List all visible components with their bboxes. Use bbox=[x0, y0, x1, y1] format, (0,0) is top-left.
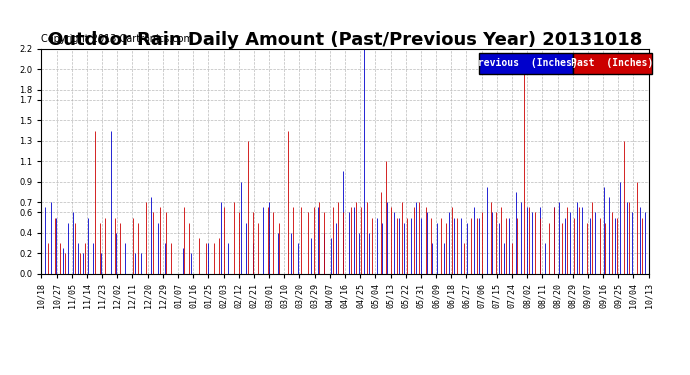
FancyBboxPatch shape bbox=[479, 53, 573, 74]
Text: Copyright 2013 Cartronics.com: Copyright 2013 Cartronics.com bbox=[41, 34, 193, 44]
Title: Outdoor Rain Daily Amount (Past/Previous Year) 20131018: Outdoor Rain Daily Amount (Past/Previous… bbox=[48, 31, 642, 49]
Text: Past  (Inches): Past (Inches) bbox=[571, 58, 653, 68]
Text: Previous  (Inches): Previous (Inches) bbox=[473, 58, 578, 68]
FancyBboxPatch shape bbox=[573, 53, 651, 74]
